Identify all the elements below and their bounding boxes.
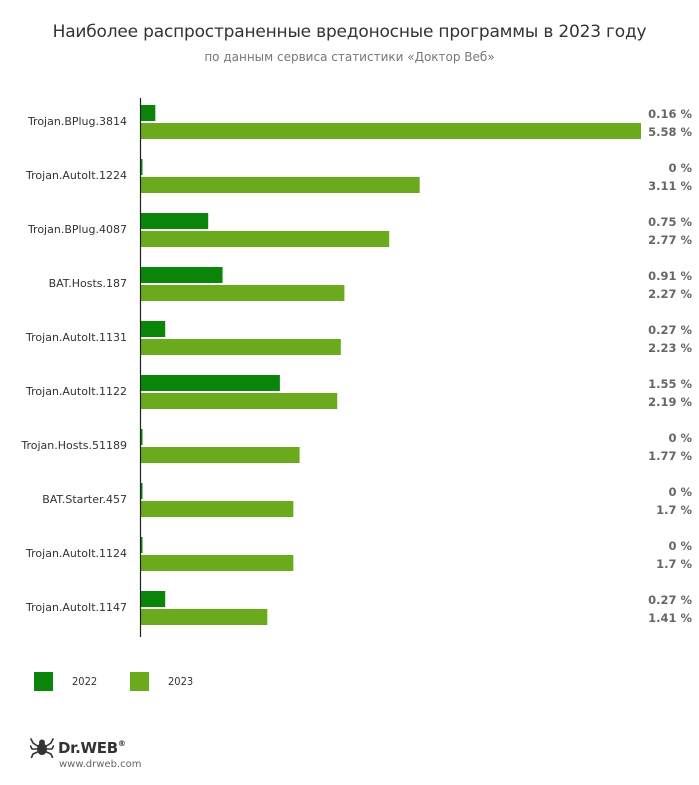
legend-label-2022: 2022 <box>72 675 98 688</box>
legend-swatch-2022 <box>34 672 53 691</box>
logo-url: www.drweb.com <box>59 759 142 770</box>
value-label-2023-trojan-autoit-1147: 1.41 % <box>648 611 692 625</box>
bar-2023-trojan-autoit-1224 <box>141 177 420 193</box>
legend-label-2023: 2023 <box>168 675 194 688</box>
bar-2022-trojan-autoit-1147 <box>141 591 166 607</box>
bar-2023-trojan-autoit-1124 <box>141 555 294 571</box>
value-label-2022-trojan-autoit-1131: 0.27 % <box>648 323 692 337</box>
bar-2023-trojan-autoit-1147 <box>141 609 268 625</box>
category-label-bat-hosts-187: BAT.Hosts.187 <box>49 277 127 290</box>
value-label-2022-trojan-autoit-1124: 0 % <box>668 539 692 553</box>
value-label-2023-trojan-autoit-1124: 1.7 % <box>656 557 692 571</box>
bar-2023-trojan-bplug-4087 <box>141 231 390 247</box>
bar-2023-trojan-autoit-1131 <box>141 339 341 355</box>
value-label-2022-trojan-autoit-1147: 0.27 % <box>648 593 692 607</box>
value-label-2023-bat-hosts-187: 2.27 % <box>648 287 692 301</box>
category-label-bat-starter-457: BAT.Starter.457 <box>42 493 127 506</box>
bar-2022-trojan-autoit-1131 <box>141 321 166 337</box>
value-label-2023-trojan-hosts-51189: 1.77 % <box>648 449 692 463</box>
bar-2022-trojan-bplug-3814 <box>141 105 156 121</box>
category-label-trojan-autoit-1147: Trojan.AutoIt.1147 <box>25 601 127 614</box>
bar-2023-bat-starter-457 <box>141 501 294 517</box>
value-label-2022-trojan-bplug-4087: 0.75 % <box>648 215 692 229</box>
bar-chart: Trojan.BPlug.3814 0.16 % 5.58 % Trojan.Auto… <box>20 98 692 637</box>
bar-2022-bat-hosts-187 <box>141 267 223 283</box>
bar-2023-trojan-bplug-3814 <box>141 123 641 139</box>
drweb-logo: Dr.WEB® www.drweb.com <box>29 738 141 770</box>
value-label-2023-trojan-bplug-3814: 5.58 % <box>648 125 692 139</box>
bar-2022-trojan-autoit-1224 <box>141 159 143 175</box>
chart-subtitle: по данным сервиса статистики «Доктор Веб… <box>204 50 495 64</box>
value-label-2023-trojan-autoit-1122: 2.19 % <box>648 395 692 409</box>
value-label-2022-bat-starter-457: 0 % <box>668 485 692 499</box>
bar-2023-trojan-autoit-1122 <box>141 393 338 409</box>
value-label-2023-trojan-autoit-1224: 3.11 % <box>648 179 692 193</box>
bar-2022-trojan-autoit-1124 <box>141 537 143 553</box>
category-label-trojan-hosts-51189: Trojan.Hosts.51189 <box>20 439 127 452</box>
category-label-trojan-autoit-1124: Trojan.AutoIt.1124 <box>25 547 127 560</box>
value-label-2022-trojan-bplug-3814: 0.16 % <box>648 107 692 121</box>
value-label-2022-trojan-hosts-51189: 0 % <box>668 431 692 445</box>
category-label-trojan-bplug-4087: Trojan.BPlug.4087 <box>27 223 127 236</box>
bar-2023-bat-hosts-187 <box>141 285 345 301</box>
value-label-2023-trojan-bplug-4087: 2.77 % <box>648 233 692 247</box>
value-label-2022-trojan-autoit-1224: 0 % <box>668 161 692 175</box>
category-label-trojan-autoit-1224: Trojan.AutoIt.1224 <box>25 169 127 182</box>
legend-swatch-2023 <box>130 672 149 691</box>
logo-wordmark: Dr.WEB® <box>58 739 126 757</box>
bar-2022-trojan-hosts-51189 <box>141 429 143 445</box>
value-label-2023-bat-starter-457: 1.7 % <box>656 503 692 517</box>
bar-2023-trojan-hosts-51189 <box>141 447 300 463</box>
value-label-2022-trojan-autoit-1122: 1.55 % <box>648 377 692 391</box>
value-label-2023-trojan-autoit-1131: 2.23 % <box>648 341 692 355</box>
bar-2022-bat-starter-457 <box>141 483 143 499</box>
bar-2022-trojan-bplug-4087 <box>141 213 209 229</box>
bar-2022-trojan-autoit-1122 <box>141 375 280 391</box>
category-label-trojan-autoit-1122: Trojan.AutoIt.1122 <box>25 385 127 398</box>
category-label-trojan-bplug-3814: Trojan.BPlug.3814 <box>27 115 127 128</box>
spider-icon <box>29 738 55 759</box>
category-label-trojan-autoit-1131: Trojan.AutoIt.1131 <box>25 331 127 344</box>
chart-title: Наиболее распространенные вредоносные пр… <box>52 22 647 42</box>
value-label-2022-bat-hosts-187: 0.91 % <box>648 269 692 283</box>
